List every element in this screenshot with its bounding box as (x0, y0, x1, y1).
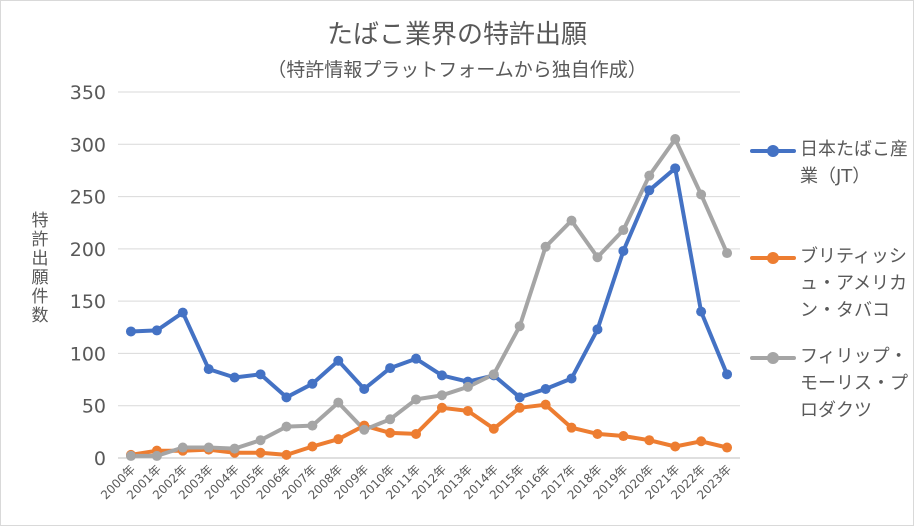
data-point (514, 402, 525, 413)
gridlines (118, 91, 740, 459)
data-point (592, 324, 603, 335)
y-tick-label: 150 (70, 291, 106, 313)
y-tick-label: 100 (70, 343, 106, 365)
data-point (540, 383, 551, 394)
data-point (462, 381, 473, 392)
data-point (125, 450, 136, 461)
data-point (385, 363, 396, 374)
data-point (125, 326, 136, 337)
data-point (644, 185, 655, 196)
data-point (566, 422, 577, 433)
data-point (644, 435, 655, 446)
data-point (333, 397, 344, 408)
data-point (462, 405, 473, 416)
y-tick-label: 350 (70, 82, 106, 104)
y-tick-label: 0 (94, 448, 106, 470)
data-point (281, 449, 292, 460)
data-point (618, 225, 629, 236)
y-tick-label: 250 (70, 187, 106, 209)
data-point (722, 442, 733, 453)
data-point (514, 321, 525, 332)
legend-swatch-bat (748, 247, 798, 267)
data-point (488, 369, 499, 380)
series-points (125, 134, 733, 461)
data-point (281, 421, 292, 432)
y-tick-label: 50 (82, 396, 106, 418)
data-point (696, 189, 707, 200)
data-point (514, 392, 525, 403)
legend-label-jt: 日本たばこ産業（JT） (800, 139, 908, 187)
chart-subtitle: （特許情報プラットフォームから独自作成） (267, 59, 647, 81)
data-point (151, 450, 162, 461)
y-tick-label: 300 (70, 134, 106, 156)
data-point (255, 435, 266, 446)
data-point (436, 370, 447, 381)
series-line-2 (129, 137, 729, 458)
data-point (644, 170, 655, 181)
legend-swatch-jt (748, 140, 798, 160)
x-tick-labels: 2000年2001年2002年2003年2004年2005年2006年2007年… (98, 462, 734, 502)
chart-title: たばこ業界の特許出願 (326, 20, 587, 50)
data-point (229, 372, 240, 383)
data-point (436, 390, 447, 401)
data-point (540, 241, 551, 252)
data-point (488, 423, 499, 434)
data-point (385, 414, 396, 425)
data-point (618, 431, 629, 442)
data-point (307, 441, 318, 452)
data-point (333, 355, 344, 366)
data-point (203, 364, 214, 375)
data-point (411, 394, 422, 405)
data-point (281, 392, 292, 403)
data-point (359, 383, 370, 394)
data-point (696, 436, 707, 447)
data-point (722, 248, 733, 259)
y-tick-labels: 0 50 100 150 200 250 300 350 (70, 82, 106, 470)
data-point (385, 427, 396, 438)
data-point (411, 353, 422, 364)
data-point (566, 215, 577, 226)
data-point (333, 434, 344, 445)
data-point (255, 447, 266, 458)
data-point (592, 252, 603, 263)
data-point (618, 245, 629, 256)
legend-label-bat: ブリティッシュ・アメリカン・タバコ (800, 246, 908, 321)
legend-label-pmp: フィリップ・モーリス・プロダクツ (800, 346, 908, 421)
data-point (592, 428, 603, 439)
series-lines (129, 137, 729, 458)
data-point (566, 373, 577, 384)
data-point (307, 378, 318, 389)
data-point (696, 306, 707, 317)
data-point (359, 424, 370, 435)
y-axis-label: 特許出願件数 (31, 211, 49, 326)
data-point (151, 325, 162, 336)
data-point (540, 399, 551, 410)
legend-item-bat: ブリティッシュ・アメリカン・タバコ (748, 246, 914, 324)
legend-item-jt: 日本たばこ産業（JT） (748, 139, 914, 190)
data-point (436, 402, 447, 413)
legend-swatch-pmp (748, 347, 798, 367)
data-point (177, 442, 188, 453)
data-point (411, 428, 422, 439)
data-point (255, 369, 266, 380)
data-point (670, 441, 681, 452)
data-point (670, 163, 681, 174)
data-point (722, 369, 733, 380)
data-point (307, 420, 318, 431)
data-point (229, 443, 240, 454)
legend-item-pmp: フィリップ・モーリス・プロダクツ (748, 346, 914, 424)
data-point (670, 134, 681, 145)
data-point (177, 307, 188, 318)
data-point (203, 442, 214, 453)
y-tick-label: 200 (70, 239, 106, 261)
